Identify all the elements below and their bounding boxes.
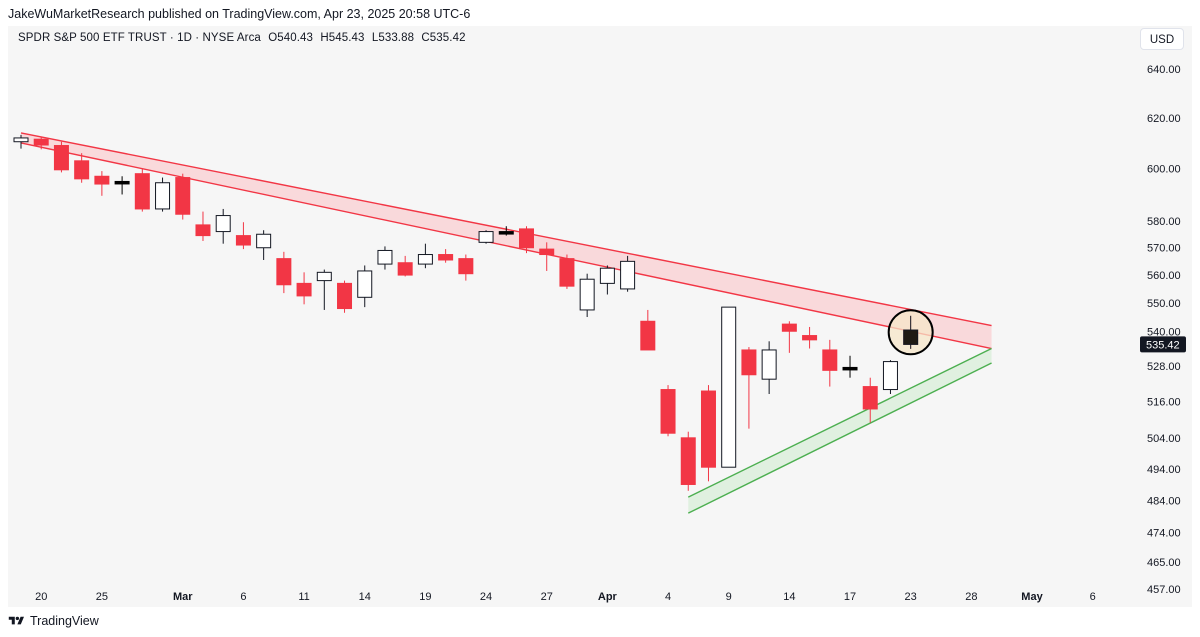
candle-body bbox=[519, 228, 534, 249]
candle-body bbox=[357, 270, 373, 298]
x-tick-label: May bbox=[1021, 591, 1043, 603]
candle-body bbox=[215, 215, 231, 233]
candle-body bbox=[620, 260, 636, 290]
candle-body bbox=[498, 231, 514, 235]
open-value: O540.43 bbox=[268, 32, 314, 44]
y-tick-label: 560.00 bbox=[1147, 270, 1181, 282]
candle-body bbox=[842, 366, 858, 371]
y-tick-label: 465.00 bbox=[1147, 557, 1181, 569]
symbol-name: SPDR S&P 500 ETF TRUST · 1D · NYSE Arca bbox=[18, 32, 261, 44]
support-channel-lower-line bbox=[687, 362, 992, 514]
resistance-channel-fill bbox=[21, 132, 992, 349]
close-value: C535.42 bbox=[421, 32, 466, 44]
resistance-channel-lower-line bbox=[20, 142, 992, 350]
candle-body bbox=[761, 349, 777, 380]
candle-body bbox=[33, 138, 49, 146]
y-tick-label: 516.00 bbox=[1147, 396, 1181, 408]
x-tick-label: 23 bbox=[905, 591, 917, 603]
footer: TradingView bbox=[8, 611, 99, 631]
candle-body bbox=[862, 386, 878, 410]
y-tick-label: 504.00 bbox=[1147, 433, 1181, 445]
candle-body bbox=[175, 177, 191, 215]
candle-body bbox=[802, 335, 818, 341]
y-tick-label: 484.00 bbox=[1147, 495, 1181, 507]
candle-body bbox=[882, 361, 898, 391]
candle-body bbox=[781, 323, 797, 332]
last-price-badge bbox=[1140, 336, 1186, 353]
candle-body bbox=[721, 306, 737, 468]
candle-body bbox=[539, 248, 555, 256]
candle-body bbox=[377, 249, 393, 265]
x-tick-label: 9 bbox=[726, 591, 732, 603]
x-tick-label: 28 bbox=[965, 591, 977, 603]
candle-body bbox=[680, 437, 696, 485]
candle-body bbox=[235, 235, 251, 246]
x-tick-label: Apr bbox=[598, 591, 618, 603]
candle-body bbox=[114, 180, 130, 185]
candle-body bbox=[256, 233, 272, 249]
y-tick-label: 494.00 bbox=[1147, 464, 1181, 476]
currency-button[interactable]: USD bbox=[1140, 28, 1184, 50]
y-tick-label: 550.00 bbox=[1147, 298, 1181, 310]
x-tick-label: 17 bbox=[844, 591, 856, 603]
chart-background bbox=[8, 26, 1192, 607]
x-tick-label: 14 bbox=[359, 591, 371, 603]
candle-body bbox=[276, 258, 292, 286]
y-tick-label: 580.00 bbox=[1147, 216, 1181, 228]
candle-body bbox=[599, 267, 615, 284]
candle-body bbox=[195, 224, 211, 237]
x-tick-label: 6 bbox=[1090, 591, 1096, 603]
y-tick-label: 620.00 bbox=[1147, 113, 1181, 125]
candle-body bbox=[700, 390, 716, 468]
candle-body bbox=[579, 278, 595, 311]
x-tick-label: Mar bbox=[173, 591, 193, 603]
candle-body bbox=[559, 258, 575, 287]
x-tick-label: 20 bbox=[35, 591, 47, 603]
tradingview-logo-icon bbox=[8, 616, 24, 625]
candle-body bbox=[316, 271, 332, 282]
candle-body bbox=[903, 329, 919, 345]
candle-body bbox=[660, 389, 676, 434]
y-tick-label: 528.00 bbox=[1147, 361, 1181, 373]
candle-body bbox=[417, 254, 433, 265]
candle-body bbox=[53, 145, 69, 171]
candle-body bbox=[337, 282, 353, 310]
last-price-label: 535.42 bbox=[1146, 339, 1180, 351]
candle-body bbox=[458, 258, 474, 275]
candle-body bbox=[155, 182, 171, 210]
footer-brand: TradingView bbox=[30, 614, 99, 628]
x-tick-label: 25 bbox=[96, 591, 108, 603]
low-value: L533.88 bbox=[371, 32, 415, 44]
support-channel-fill bbox=[688, 348, 992, 514]
x-tick-label: 6 bbox=[240, 591, 246, 603]
candle-body bbox=[397, 262, 413, 276]
candle-body bbox=[134, 173, 150, 210]
x-tick-label: 24 bbox=[480, 591, 492, 603]
y-tick-label: 600.00 bbox=[1147, 164, 1181, 176]
x-tick-label: 27 bbox=[541, 591, 553, 603]
candle-body bbox=[13, 137, 29, 143]
y-tick-label: 457.00 bbox=[1147, 584, 1181, 596]
x-tick-label: 11 bbox=[298, 591, 309, 603]
candle-body bbox=[741, 349, 757, 376]
candle-body bbox=[478, 231, 494, 243]
y-tick-label: 640.00 bbox=[1147, 64, 1181, 76]
publisher-line: JakeWuMarketResearch published on Tradin… bbox=[8, 7, 471, 21]
candle-body bbox=[822, 349, 838, 371]
high-value: H545.43 bbox=[320, 32, 365, 44]
y-tick-label: 474.00 bbox=[1147, 528, 1181, 540]
candle-body bbox=[94, 175, 110, 185]
y-tick-label: 570.00 bbox=[1147, 243, 1181, 255]
candle-body bbox=[438, 254, 454, 261]
candle-body bbox=[640, 320, 656, 351]
symbol-legend: SPDR S&P 500 ETF TRUST · 1D · NYSE Arca … bbox=[18, 32, 470, 44]
y-tick-label: 540.00 bbox=[1147, 326, 1181, 338]
candle-body bbox=[74, 160, 90, 180]
x-tick-label: 19 bbox=[419, 591, 431, 603]
x-tick-label: 14 bbox=[783, 591, 795, 603]
candle-body bbox=[296, 282, 312, 297]
support-channel-upper-line bbox=[687, 347, 992, 498]
x-tick-label: 4 bbox=[665, 591, 671, 603]
